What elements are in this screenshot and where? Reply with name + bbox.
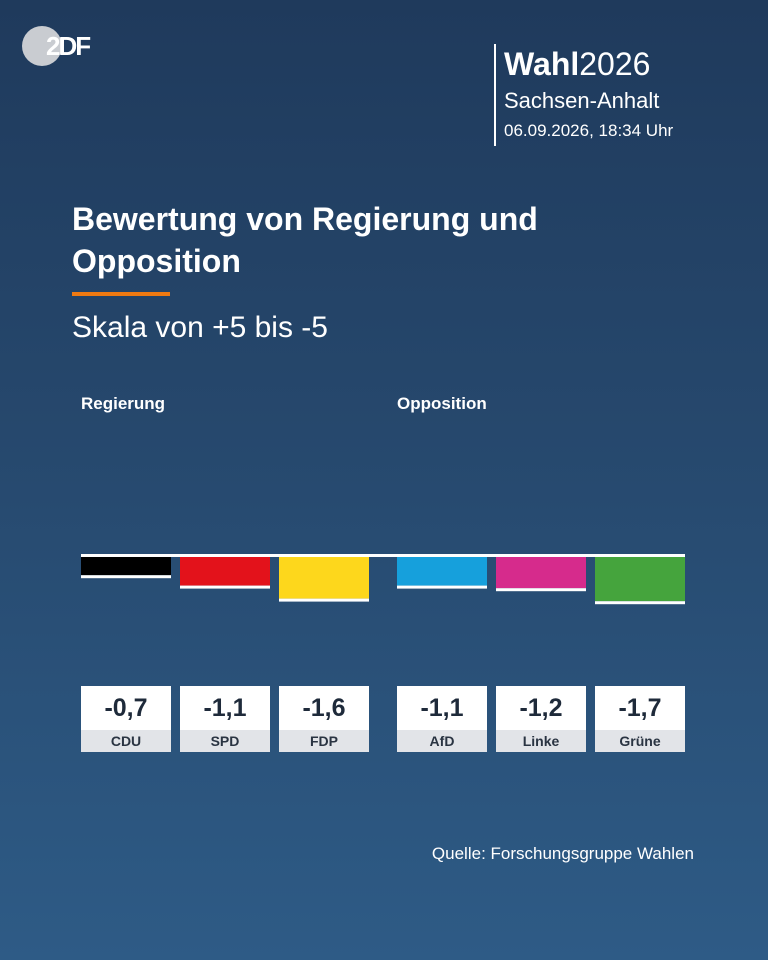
- value-card-linke: -1,2 Linke: [496, 686, 586, 752]
- zero-baseline: [81, 554, 685, 557]
- bar-end-line-spd: [180, 585, 270, 589]
- data-label: -1,7: [595, 686, 685, 730]
- bar-end-line-grüne: [595, 601, 685, 605]
- chart-title: Bewertung von Regierung und Opposition: [72, 201, 538, 279]
- value-cards: -0,7 CDU -1,1 SPD -1,6 FDP -1,1 AfD -1,2 Linke -1,…: [0, 686, 768, 756]
- bar-cdu: [81, 557, 171, 576]
- bar-end-line-fdp: [279, 598, 369, 602]
- bar-linke: [496, 557, 586, 589]
- bar-grüne: [595, 557, 685, 602]
- election-label-bold: Wahl: [504, 46, 580, 82]
- election-region: Sachsen-Anhalt: [504, 88, 660, 113]
- data-label: -1,1: [397, 686, 487, 730]
- election-header: Wahl2026 Sachsen-Anhalt 06.09.2026, 18:3…: [494, 44, 673, 146]
- logo-circle-icon: [22, 26, 62, 66]
- category-label: FDP: [279, 730, 369, 752]
- source-note: Quelle: Forschungsgruppe Wahlen: [431, 844, 694, 863]
- bar-end-line-linke: [496, 588, 586, 592]
- group-label-government: Regierung: [81, 394, 166, 413]
- category-label: SPD: [180, 730, 270, 752]
- bar-afd: [397, 557, 487, 586]
- value-card-cdu: -0,7 CDU: [81, 686, 171, 752]
- title-accent-line: [72, 292, 170, 296]
- category-label: AfD: [397, 730, 487, 752]
- category-label: CDU: [81, 730, 171, 752]
- bar-end-line-afd: [397, 585, 487, 589]
- election-label: Wahl2026: [504, 44, 673, 84]
- data-label: -1,2: [496, 686, 586, 730]
- chart-subtitle: Skala von +5 bis -5: [72, 311, 328, 344]
- category-label: Linke: [496, 730, 586, 752]
- category-label: Grüne: [595, 730, 685, 752]
- value-card-fdp: -1,6 FDP: [279, 686, 369, 752]
- bar-end-line-cdu: [81, 575, 171, 579]
- value-card-grüne: -1,7 Grüne: [595, 686, 685, 752]
- data-label: -0,7: [81, 686, 171, 730]
- value-card-spd: -1,1 SPD: [180, 686, 270, 752]
- data-label: -1,1: [180, 686, 270, 730]
- bar-chart: [81, 554, 685, 605]
- bar-spd: [180, 557, 270, 586]
- value-card-afd: -1,1 AfD: [397, 686, 487, 752]
- election-timestamp: 06.09.2026, 18:34 Uhr: [504, 121, 674, 140]
- group-label-opposition: Opposition: [397, 394, 487, 413]
- election-year: 2026: [579, 46, 651, 82]
- bar-fdp: [279, 557, 369, 599]
- data-label: -1,6: [279, 686, 369, 730]
- bar-group: [81, 557, 685, 605]
- zdf-logo: 2DF: [22, 26, 106, 66]
- logo-text: 2DF: [46, 31, 91, 61]
